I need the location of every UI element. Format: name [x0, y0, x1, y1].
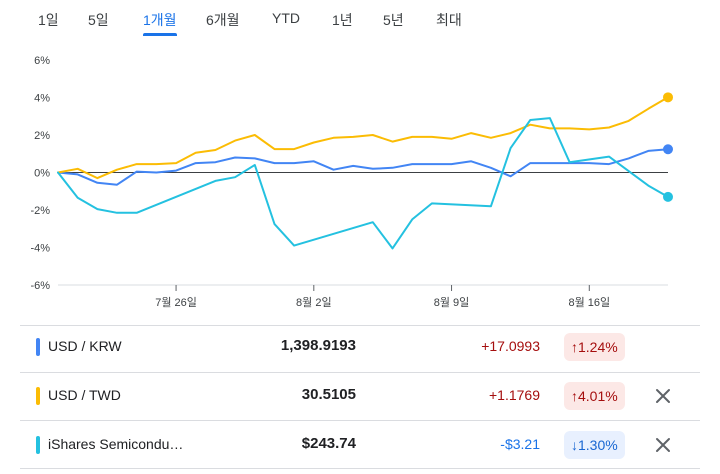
series-end-marker — [663, 144, 673, 155]
active-tab-indicator — [143, 33, 177, 36]
y-tick-label: 4% — [34, 93, 50, 105]
series-line — [57, 148, 669, 186]
legend-row-ishares-semiconductor[interactable]: iShares Semicondu… $243.74 -$3.21 ↓1.30% — [20, 421, 700, 469]
series-name: USD / KRW — [48, 338, 122, 354]
percent-change-badge: ↓1.30% — [564, 431, 625, 459]
divider — [20, 420, 700, 421]
divider — [20, 468, 700, 469]
legend-row-usd-twd[interactable]: USD / TWD 30.5105 +1.1769 ↑4.01% — [20, 372, 700, 420]
tab-label: 1일 — [38, 12, 59, 28]
legend-row-usd-krw[interactable]: USD / KRW 1,398.9193 +17.0993 ↑1.24% — [20, 323, 700, 371]
tab-5d[interactable]: 5일 — [88, 10, 109, 30]
tab-6m[interactable]: 6개월 — [206, 10, 240, 30]
tab-label: 6개월 — [206, 12, 240, 28]
series-name: iShares Semicondu… — [48, 436, 184, 452]
close-icon[interactable] — [652, 434, 674, 456]
y-tick-label: -2% — [30, 205, 50, 217]
tab-1y[interactable]: 1년 — [332, 10, 353, 30]
x-tick-label: 8월 2일 — [296, 295, 332, 309]
comparison-line-chart[interactable]: 6% 4% 2% 0% -2% -4% -6% 7월 26일 8월 2일 8월 9일 8월 16일 — [0, 40, 720, 320]
tab-ytd[interactable]: YTD — [272, 10, 300, 26]
percent-change-badge: ↑4.01% — [564, 382, 625, 410]
y-tick-label: 0% — [34, 168, 50, 180]
tab-label: 1년 — [332, 12, 353, 28]
tab-label: 최대 — [436, 12, 462, 28]
close-icon[interactable] — [652, 385, 674, 407]
series-line — [57, 96, 669, 180]
tab-1d[interactable]: 1일 — [38, 10, 59, 30]
tab-1m[interactable]: 1개월 — [143, 10, 177, 36]
y-tick-label: 2% — [34, 130, 50, 142]
series-price: 30.5105 — [301, 386, 356, 403]
x-tick-label: 7월 26일 — [155, 295, 197, 309]
series-price: $243.74 — [301, 435, 356, 452]
tab-label: 5년 — [383, 12, 404, 28]
series-change: +17.0993 — [481, 338, 540, 354]
percent-change-value: 4.01% — [578, 388, 618, 404]
series-color-swatch — [36, 387, 40, 405]
arrow-up-icon: ↑ — [571, 339, 578, 355]
time-range-tabs: 1일 5일 1개월 6개월 YTD 1년 5년 최대 — [0, 0, 720, 40]
x-tick-label: 8월 16일 — [568, 295, 610, 309]
series-line — [57, 117, 669, 250]
tab-max[interactable]: 최대 — [436, 10, 462, 30]
divider — [20, 372, 700, 373]
y-tick-label: -4% — [30, 243, 50, 255]
tab-label: 1개월 — [143, 12, 177, 28]
series-color-swatch — [36, 338, 40, 356]
series-price: 1,398.9193 — [280, 337, 356, 354]
percent-change-value: 1.30% — [578, 437, 618, 453]
y-tick-label: -6% — [30, 280, 50, 292]
percent-change-badge: ↑1.24% — [564, 333, 625, 361]
arrow-down-icon: ↓ — [571, 437, 578, 453]
percent-change-value: 1.24% — [578, 339, 618, 355]
divider — [20, 325, 700, 326]
arrow-up-icon: ↑ — [571, 388, 578, 404]
tab-label: YTD — [272, 10, 300, 26]
series-change: +1.1769 — [489, 387, 540, 403]
series-change: -$3.21 — [500, 436, 540, 452]
y-tick-label: 6% — [34, 55, 50, 67]
series-end-marker — [663, 191, 673, 202]
series-name: USD / TWD — [48, 387, 121, 403]
series-end-marker — [663, 92, 673, 103]
tab-label: 5일 — [88, 12, 109, 28]
tab-5y[interactable]: 5년 — [383, 10, 404, 30]
x-tick-label: 8월 9일 — [434, 295, 470, 309]
series-color-swatch — [36, 436, 40, 454]
